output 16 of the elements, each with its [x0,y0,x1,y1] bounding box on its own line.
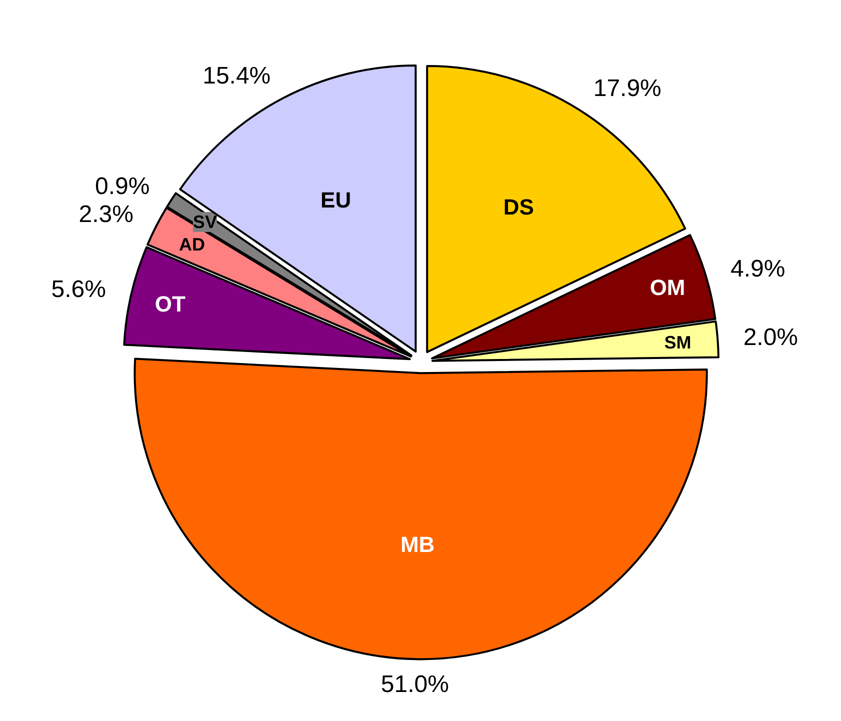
slice-label: DS [503,194,534,220]
data-label: 2.3% [78,200,134,228]
data-label: 17.9% [593,75,662,102]
slice-label: AD [178,234,205,254]
data-label: 15.4% [202,62,271,90]
slice-label: OT [154,292,186,317]
data-label: 5.6% [51,276,106,303]
data-label: 51.0% [380,670,449,698]
slice-label: SV [192,212,217,232]
slice-label: OM [650,275,686,300]
slice-label: MB [400,532,435,557]
slice-label: EU [320,187,352,212]
data-label: 2.0% [743,324,798,351]
data-label: 4.9% [730,255,786,282]
data-label: 0.9% [95,172,150,200]
slice-label: SM [664,332,692,352]
